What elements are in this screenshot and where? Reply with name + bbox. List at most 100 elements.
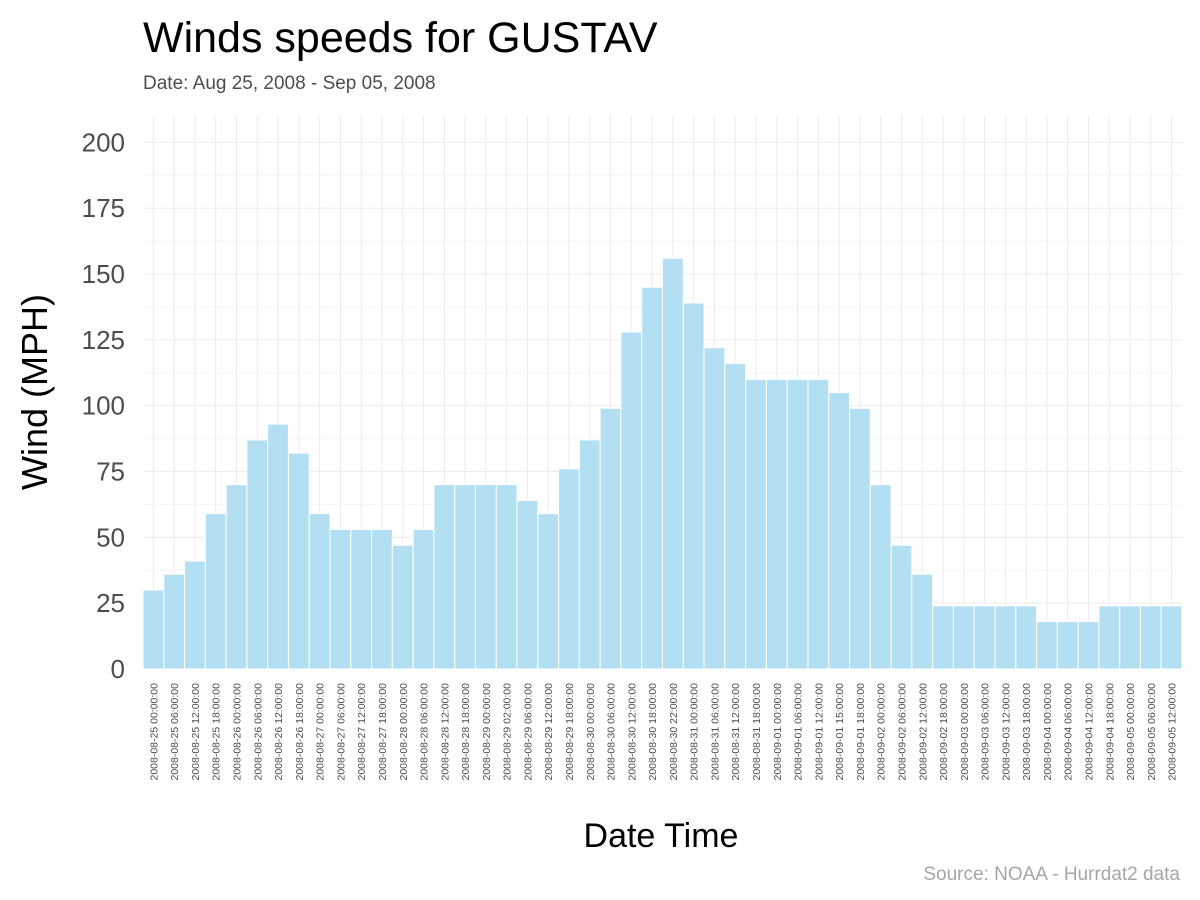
x-tick-label: 2008-08-29 00:00:00 [481,683,493,781]
bar [267,423,289,670]
x-tick-label: 2008-09-01 18:00:00 [855,683,867,781]
x-tick-label: 2008-08-31 06:00:00 [709,683,721,781]
bar [142,589,165,670]
x-tick-label: 2008-09-01 12:00:00 [813,683,825,781]
x-tick-label: 2008-08-31 12:00:00 [730,683,742,781]
x-tick-label: 2008-08-28 18:00:00 [460,683,472,781]
x-tick-label: 2008-09-03 12:00:00 [1000,683,1012,781]
x-tick-label: 2008-08-28 00:00:00 [398,683,410,781]
x-tick-label: 2008-09-03 18:00:00 [1021,683,1033,781]
x-axis-ticks: 2008-08-25 00:00:00 2008-08-25 06:00:00 20… [148,683,1178,781]
x-tick-label: 2008-08-28 06:00:00 [419,683,431,781]
x-tick-label: 2008-09-02 18:00:00 [938,683,950,781]
bar [308,513,331,670]
x-tick-label: 2008-08-27 00:00:00 [315,683,327,781]
bar [745,378,767,670]
x-tick-label: 2008-09-05 12:00:00 [1167,683,1179,781]
bar [1139,605,1162,670]
x-tick-label: 2008-08-26 06:00:00 [252,683,264,781]
bar [246,439,269,670]
x-tick-label: 2008-08-31 18:00:00 [751,683,763,781]
bar [1056,621,1079,670]
x-tick-label: 2008-08-25 06:00:00 [169,683,181,781]
bar [807,378,830,670]
bar [454,484,476,670]
y-tick-label: 175 [82,193,125,223]
bar [1036,621,1058,670]
x-tick-label: 2008-09-02 12:00:00 [917,683,929,781]
y-tick-label: 25 [96,588,125,618]
x-tick-label: 2008-09-04 06:00:00 [1063,683,1075,781]
x-tick-label: 2008-09-04 12:00:00 [1083,683,1095,781]
bar [495,484,518,670]
y-axis-label: Wind (MPH) [14,294,55,490]
x-tick-label: 2008-08-26 12:00:00 [273,683,285,781]
bar [662,257,684,670]
x-tick-label: 2008-08-30 22:00:00 [668,683,680,781]
bar [412,528,435,670]
y-tick-label: 100 [82,391,125,421]
x-tick-label: 2008-09-05 00:00:00 [1125,683,1137,781]
y-axis-ticks: 0 25 50 75 100 125 150 175 200 [82,127,125,684]
x-tick-label: 2008-08-26 00:00:00 [232,683,244,781]
x-tick-label: 2008-08-25 18:00:00 [211,683,223,781]
x-tick-label: 2008-09-03 06:00:00 [980,683,992,781]
bar [911,573,934,670]
bar [1119,605,1141,670]
bar [703,347,726,670]
bar [537,513,560,670]
x-tick-label: 2008-09-03 00:00:00 [959,683,971,781]
x-tick-label: 2008-08-26 18:00:00 [294,683,306,781]
x-tick-label: 2008-08-28 12:00:00 [439,683,451,781]
x-tick-label: 2008-09-04 00:00:00 [1042,683,1054,781]
x-tick-label: 2008-09-01 15:00:00 [834,683,846,781]
bar [391,544,414,670]
bar [724,363,747,670]
bar [1160,605,1183,670]
chart-caption: Source: NOAA - Hurrdat2 data [923,864,1180,885]
bar [1098,605,1121,670]
x-tick-label: 2008-09-01 06:00:00 [793,683,805,781]
bar [225,484,248,670]
x-axis-label: Date Time [584,817,739,855]
chart-subtitle: Date: Aug 25, 2008 - Sep 05, 2008 [143,73,436,94]
bar [558,468,580,670]
x-tick-label: 2008-09-02 00:00:00 [876,683,888,781]
bar [828,392,851,670]
bar [329,528,352,670]
bar [516,499,539,670]
x-tick-label: 2008-08-31 00:00:00 [689,683,701,781]
x-tick-label: 2008-08-27 12:00:00 [356,683,368,781]
bar [184,560,206,670]
bar [1077,621,1100,670]
x-tick-label: 2008-09-02 06:00:00 [896,683,908,781]
bar [350,528,373,670]
x-tick-label: 2008-08-25 00:00:00 [148,683,160,781]
bar [765,378,788,670]
x-tick-label: 2008-08-29 18:00:00 [564,683,576,781]
bar [163,573,186,670]
plot-area: 0 25 50 75 100 125 150 175 200 2008-08-25 00:00:… [82,116,1183,781]
x-tick-label: 2008-08-29 12:00:00 [543,683,555,781]
x-tick-label: 2008-08-30 06:00:00 [606,683,618,781]
chart-title: Winds speeds for GUSTAV [143,14,658,62]
y-tick-label: 150 [82,259,125,289]
x-tick-label: 2008-08-25 12:00:00 [190,683,202,781]
bar [204,513,227,670]
bar [890,544,913,670]
bar [952,605,975,670]
x-tick-label: 2008-08-29 02:00:00 [502,683,514,781]
bar [641,286,663,670]
bar [973,605,996,670]
bar [287,452,310,670]
bar-series [142,257,1183,670]
bar [786,378,809,670]
x-tick-label: 2008-08-30 18:00:00 [647,683,659,781]
bar [1015,605,1038,670]
bar [682,302,705,670]
y-tick-label: 125 [82,325,125,355]
bar [474,484,497,670]
x-tick-label: 2008-08-29 06:00:00 [522,683,534,781]
x-tick-label: 2008-08-27 18:00:00 [377,683,389,781]
